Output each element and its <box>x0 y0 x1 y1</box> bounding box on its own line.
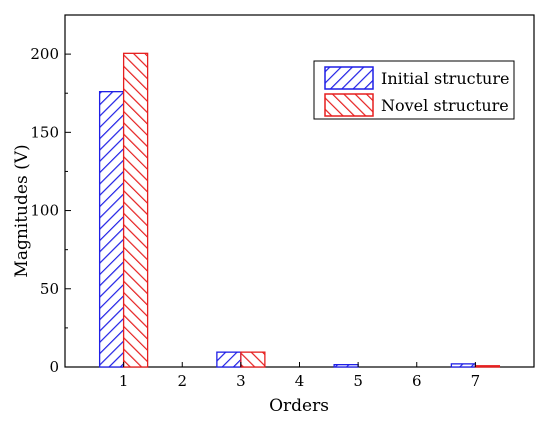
x-tick-label: 7 <box>471 372 481 390</box>
y-tick-label: 50 <box>40 280 59 298</box>
y-tick-label: 100 <box>30 202 59 220</box>
x-tick-label: 1 <box>119 372 129 390</box>
x-tick-label: 6 <box>412 372 422 390</box>
x-tick-label: 3 <box>236 372 246 390</box>
bar-novel-order-1 <box>122 52 149 368</box>
bar-initial-order-1 <box>98 91 125 368</box>
y-axis-ticks: 0 50 100 150 200 <box>30 45 71 376</box>
bar-novel-order-3 <box>240 351 266 368</box>
x-tick-label: 4 <box>295 372 305 390</box>
bars-group <box>98 52 501 368</box>
x-tick-label: 5 <box>353 372 363 390</box>
y-tick-label: 150 <box>30 123 59 141</box>
x-tick-label: 2 <box>177 372 187 390</box>
bar-novel-order-7 <box>474 365 501 368</box>
y-axis-label: Magnitudes (V) <box>12 144 32 277</box>
legend-label-initial: Initial structure <box>381 69 509 88</box>
x-axis-ticks: 1 2 3 4 5 6 7 <box>119 362 480 390</box>
x-axis-label: Orders <box>269 396 329 416</box>
y-tick-label: 200 <box>30 45 59 63</box>
legend-swatch-novel <box>324 93 374 117</box>
bar-initial-order-3 <box>216 351 242 368</box>
legend: Initial structure Novel structure <box>313 60 515 120</box>
bar-initial-order-5 <box>333 364 359 368</box>
legend-label-novel: Novel structure <box>381 96 509 115</box>
bar-initial-order-7 <box>450 363 477 368</box>
legend-swatch-initial <box>324 66 374 90</box>
y-tick-label: 0 <box>49 358 59 376</box>
